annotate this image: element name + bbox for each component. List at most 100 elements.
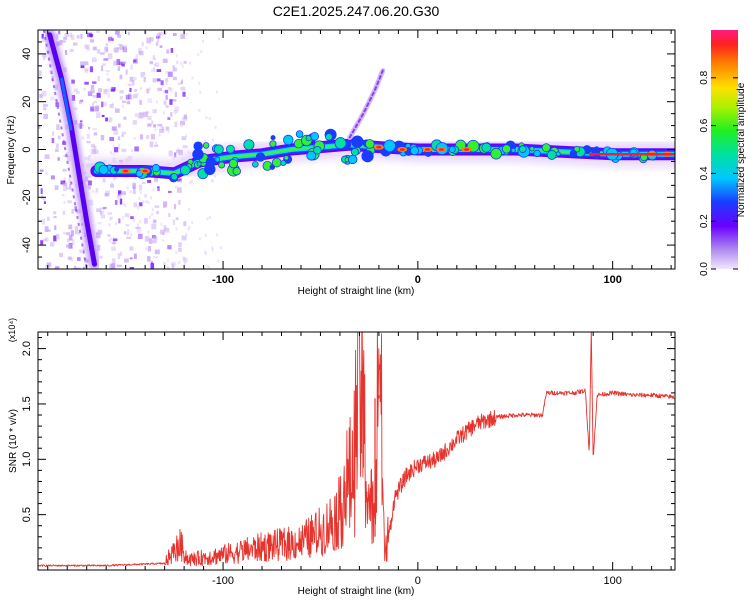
spectrogram-speckle <box>43 103 48 108</box>
spectrogram-speckle <box>129 76 134 82</box>
spectrogram-speckle <box>164 227 170 233</box>
spectrogram-speckle <box>117 66 121 72</box>
spectrogram-speckle <box>204 233 207 237</box>
spectrogram-speckle <box>132 183 136 189</box>
spectrogram-speckle <box>92 148 97 154</box>
spectrogram-speckle <box>127 229 130 235</box>
spectrogram-speckle <box>150 261 154 264</box>
spectrogram-speckle <box>151 69 154 73</box>
ridge-blob <box>555 151 561 157</box>
spectrogram-speckle <box>167 71 173 77</box>
spectrogram-speckle <box>113 129 119 135</box>
ridge-blob <box>348 154 358 165</box>
spectrogram-speckle <box>53 211 57 215</box>
spectrogram-speckle <box>73 88 78 92</box>
spectrogram-speckle <box>118 123 121 128</box>
spectrogram-speckle <box>129 246 134 251</box>
spectrogram-speckle <box>159 129 164 134</box>
ridge-blob <box>334 137 347 150</box>
spectrogram-speckle <box>106 72 109 76</box>
ridge-blob <box>270 135 276 141</box>
spectrogram-speckle <box>119 61 125 66</box>
spectrogram-speckle <box>107 212 112 215</box>
spectrogram-speckle <box>156 69 162 72</box>
spectrogram-speckle <box>129 267 135 269</box>
ridge-blob <box>325 133 333 141</box>
spectrogram-speckle <box>123 231 126 235</box>
spectrogram-speckle <box>108 264 113 269</box>
ridge-blob <box>269 164 276 170</box>
spectrogram-speckle <box>139 184 143 191</box>
spectrogram-speckle <box>43 113 49 119</box>
spectrogram-speckle <box>177 82 182 85</box>
spectrogram-speckle <box>182 256 185 261</box>
ridge-blob <box>283 155 290 161</box>
spectrogram-speckle <box>134 146 139 152</box>
spectrogram-speckle <box>132 76 137 81</box>
snr-xtick-label: 100 <box>603 575 621 587</box>
spectrogram-speckle <box>80 64 85 69</box>
spectrogram-speckle <box>121 134 124 137</box>
spectrogram-speckle <box>134 112 139 117</box>
spectrogram-speckle <box>176 187 182 193</box>
spectrogram-speckle <box>122 61 127 64</box>
spectrogram-speckle <box>67 256 72 260</box>
spectrogram-speckle <box>84 81 89 85</box>
spectrogram-speckle <box>112 152 115 156</box>
snr-ytick-label: 2.0 <box>21 341 33 356</box>
spectrogram-speckle <box>167 245 172 250</box>
spectrogram-speckle <box>89 66 93 73</box>
spectrogram-speckle <box>197 53 200 57</box>
spectrogram-speckle <box>162 262 167 266</box>
ridge-blob <box>490 147 502 160</box>
spectrogram-speckle <box>152 236 157 240</box>
spectrogram-speckle <box>181 64 184 68</box>
spectrogram-speckle <box>167 129 170 133</box>
spectrogram-speckle <box>181 235 187 241</box>
spectrogram-speckle <box>109 104 114 108</box>
spectrogram-speckle <box>116 47 122 50</box>
spectrogram-speckle <box>141 72 144 76</box>
spectrogram-speckle <box>132 79 135 86</box>
spectrogram-speckle <box>124 203 127 207</box>
spectrogram-speckle <box>174 67 178 72</box>
snr-panel: -100 0 100 0.5 1.0 1.5 2.0 Height of straight … <box>7 318 676 597</box>
spectrogram-speckle <box>180 86 186 91</box>
spectrogram-speckle <box>117 136 120 141</box>
spectrogram-speckle <box>86 134 91 139</box>
ridge-blob <box>202 142 210 149</box>
spectrogram-speckle <box>155 141 158 145</box>
spectrogram-speckle <box>106 78 110 81</box>
spectrogram-speckle <box>217 37 220 41</box>
spectrogram-speckle <box>148 260 151 264</box>
spectrogram-speckle <box>175 227 178 231</box>
spectrogram-speckle <box>76 267 79 269</box>
spectrogram-speckle <box>119 44 125 50</box>
spectrogram-speckle <box>162 230 165 233</box>
spectrogram-speckle <box>162 238 165 242</box>
spectrogram-speckle <box>114 107 117 111</box>
spectrogram-speckle <box>81 136 85 140</box>
spectrogram-speckle <box>121 148 127 153</box>
spectrogram-ytick-label: -40 <box>21 237 33 253</box>
spectrogram-speckle <box>90 106 95 112</box>
spectrogram-speckle <box>200 50 203 54</box>
spectrogram-speckle <box>154 128 157 132</box>
spectrogram-speckle <box>182 91 186 97</box>
spectrogram-speckle <box>198 237 201 241</box>
spectrogram-speckle <box>118 198 121 202</box>
spectrogram-speckle <box>54 185 59 191</box>
spectrogram-speckle <box>107 36 113 41</box>
spectrogram-speckle <box>112 48 115 52</box>
spectrogram-speckle <box>99 211 103 216</box>
spectrogram-speckle <box>153 124 156 128</box>
spectrogram-speckle <box>55 34 59 40</box>
spectrogram-speckle <box>97 75 100 82</box>
spectrogram-speckle <box>86 44 90 51</box>
spectrogram-speckle <box>150 134 156 140</box>
spectrogram-speckle <box>176 60 179 65</box>
spectrogram-speckle <box>53 267 57 269</box>
spectrogram-xtick-label: 0 <box>415 274 421 286</box>
spectrogram-speckle <box>95 104 100 110</box>
spectrogram-speckle <box>97 222 102 225</box>
